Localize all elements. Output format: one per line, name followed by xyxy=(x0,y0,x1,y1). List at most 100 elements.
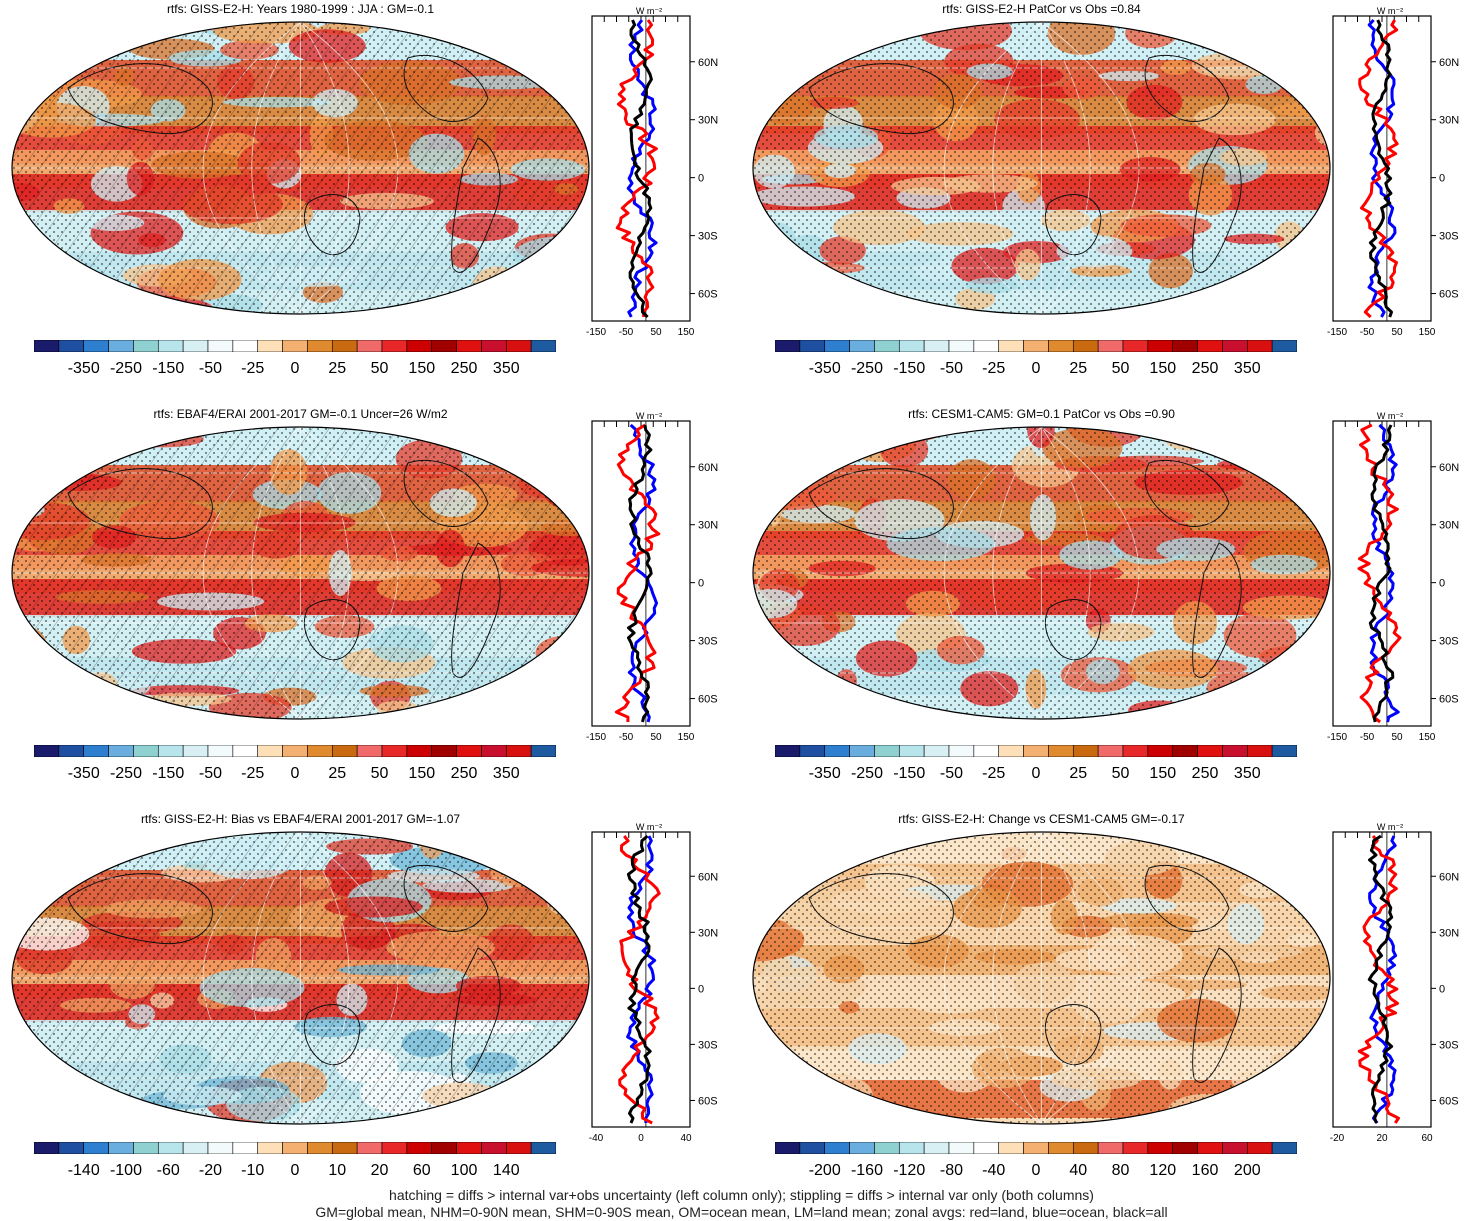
colorbar-tick-label: 150 xyxy=(1149,765,1177,782)
colorbar xyxy=(34,340,556,352)
colorbar-tick-label: 100 xyxy=(450,1162,478,1179)
latitude-label: 60N xyxy=(1439,871,1459,883)
latitude-label: 0 xyxy=(1439,983,1445,995)
colorbar-labels: -350 -250 -150 -50 -25 0 25 50 150 250 350 xyxy=(34,360,556,380)
colorbar-tick-label: 0 xyxy=(1031,1162,1041,1179)
colorbar-swatch xyxy=(1023,340,1049,352)
latitude-label: 0 xyxy=(1439,578,1445,590)
panel-title: rtfs: CESM1-CAM5: GM=0.1 PatCor vs Obs =… xyxy=(908,407,1175,421)
zonal-x-tick-label: 150 xyxy=(678,327,695,336)
colorbar-swatch xyxy=(1097,1142,1124,1154)
colorbar-swatch xyxy=(133,340,159,352)
colorbar-swatch xyxy=(849,1142,875,1154)
colorbar-swatch xyxy=(257,340,283,352)
colorbar xyxy=(775,340,1297,352)
colorbar-tick-label: -25 xyxy=(982,765,1006,782)
world-map xyxy=(752,21,1331,315)
colorbar-tick-label: 120 xyxy=(1149,1162,1177,1179)
latitude-label: 30S xyxy=(698,636,718,648)
colorbar-swatch xyxy=(775,745,801,757)
footer-line-1: hatching = diffs > internal var+obs unce… xyxy=(389,1187,1094,1203)
colorbar-swatch xyxy=(34,340,60,352)
colorbar-swatch xyxy=(824,340,850,352)
latitude-label: 60S xyxy=(1439,694,1459,706)
colorbar-swatch xyxy=(530,1142,556,1154)
colorbar-tick-label: 40 xyxy=(1069,1162,1088,1179)
zonal-units-label: W m⁻² xyxy=(636,411,662,421)
colorbar-swatch xyxy=(406,1142,433,1154)
colorbar-swatch xyxy=(1172,1142,1198,1154)
colorbar-tick-label: 0 xyxy=(290,360,300,377)
colorbar-tick-label: 350 xyxy=(1233,765,1261,782)
latitude-label: 60N xyxy=(698,57,718,69)
colorbar-swatch xyxy=(207,340,234,352)
latitude-label: 60N xyxy=(698,462,718,474)
colorbar-swatch xyxy=(1246,1142,1273,1154)
colorbar-swatch xyxy=(1246,340,1273,352)
colorbar-swatch xyxy=(232,745,259,757)
colorbar-swatch xyxy=(1222,745,1248,757)
colorbar-swatch xyxy=(207,745,234,757)
zonal-mean-curve xyxy=(626,835,657,1124)
colorbar-tick-label: -350 xyxy=(808,360,841,377)
colorbar-swatch xyxy=(1072,745,1099,757)
world-map xyxy=(752,831,1331,1125)
latitude-label: 30N xyxy=(1439,927,1459,939)
colorbar-swatch xyxy=(505,340,532,352)
zonal-mean-curve xyxy=(1367,834,1394,1124)
colorbar-labels: -350 -250 -150 -50 -25 0 25 50 150 250 350 xyxy=(775,765,1297,785)
colorbar-swatch xyxy=(381,340,408,352)
colorbar-swatch xyxy=(948,340,975,352)
colorbar-swatch xyxy=(898,340,925,352)
colorbar-swatch xyxy=(1072,1142,1099,1154)
latitude-label: 0 xyxy=(1439,173,1445,185)
colorbar-tick-label: -150 xyxy=(893,360,926,377)
colorbar-tick-label: 150 xyxy=(408,765,436,782)
colorbar-tick-label: -250 xyxy=(109,360,142,377)
colorbar-swatch xyxy=(1023,1142,1049,1154)
colorbar-tick-label: 160 xyxy=(1191,1162,1219,1179)
colorbar-swatch xyxy=(998,340,1024,352)
colorbar-swatch xyxy=(973,1142,1000,1154)
colorbar-swatch xyxy=(775,1142,801,1154)
zonal-units-label: W m⁻² xyxy=(636,6,662,16)
colorbar-tick-label: 50 xyxy=(1111,765,1130,782)
colorbar-swatch xyxy=(58,1142,85,1154)
colorbar-tick-label: 0 xyxy=(1031,765,1041,782)
colorbar-swatch xyxy=(923,340,950,352)
panel-giss-change: rtfs: GISS-E2-H: Change vs CESM1-CAM5 GM… xyxy=(741,810,1483,1190)
latitude-label: 60S xyxy=(1439,1095,1459,1107)
colorbar-swatch xyxy=(456,1142,482,1154)
zonal-mean-curve xyxy=(627,424,653,723)
colorbar-swatch xyxy=(381,1142,408,1154)
zonal-x-tick-label: 50 xyxy=(650,327,662,336)
zonal-mean-curve xyxy=(618,835,661,1125)
colorbar-swatch xyxy=(108,1142,134,1154)
colorbar-tick-label: 350 xyxy=(1233,360,1261,377)
panel-title: rtfs: GISS-E2-H: Change vs CESM1-CAM5 GM… xyxy=(898,812,1185,826)
colorbar-swatch xyxy=(182,340,209,352)
colorbar-swatch xyxy=(1197,340,1223,352)
colorbar-swatch xyxy=(923,1142,950,1154)
colorbar-swatch xyxy=(824,1142,850,1154)
colorbar-tick-label: -25 xyxy=(241,360,265,377)
colorbar-swatch xyxy=(973,745,1000,757)
zonal-mean-curve xyxy=(627,423,658,723)
colorbar-swatch xyxy=(133,745,159,757)
colorbar-labels: -200 -160 -120 -80 -40 0 40 80 120 160 200 xyxy=(775,1162,1297,1182)
colorbar-swatch xyxy=(1197,1142,1223,1154)
colorbar-tick-label: 250 xyxy=(450,360,478,377)
colorbar-tick-label: -200 xyxy=(808,1162,841,1179)
latitude-label: 60S xyxy=(698,289,718,301)
world-map xyxy=(11,426,590,720)
colorbar-swatch xyxy=(182,1142,209,1154)
colorbar-swatch xyxy=(58,745,85,757)
colorbar xyxy=(34,745,556,757)
colorbar-swatch xyxy=(1222,340,1248,352)
zonal-x-tick-label: 50 xyxy=(1391,327,1403,336)
colorbar-swatch xyxy=(34,1142,60,1154)
world-map xyxy=(11,21,590,315)
latitude-label: 60S xyxy=(698,694,718,706)
colorbar-swatch xyxy=(1147,745,1174,757)
panel-giss-patcor: rtfs: GISS-E2-H PatCor vs Obs =0.84 -350-… xyxy=(741,0,1483,400)
